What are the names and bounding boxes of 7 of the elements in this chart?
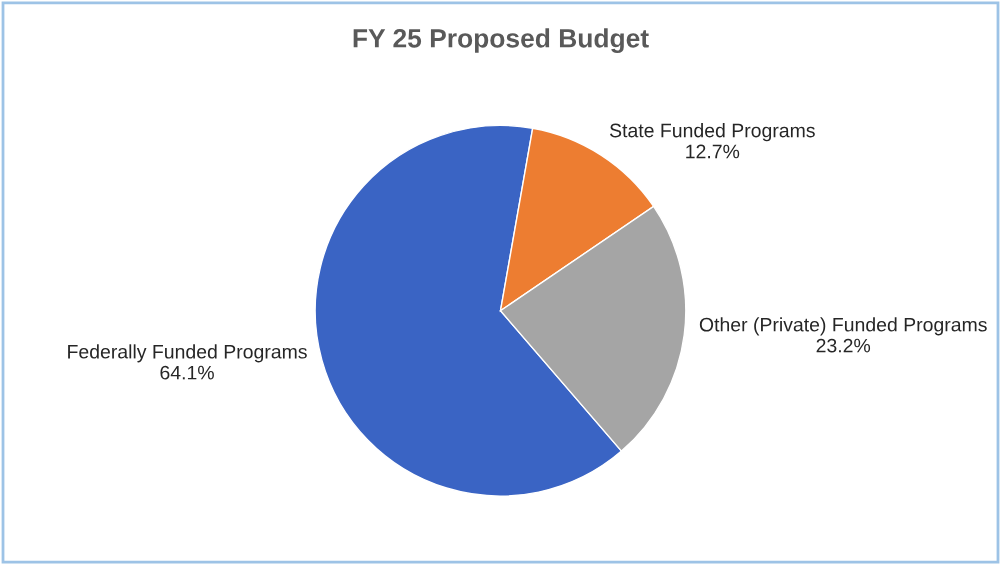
slice-label: Federally Funded Programs: [68, 344, 307, 363]
data-label: 64.1%: [160, 365, 214, 380]
data-label: 23.2%: [816, 338, 871, 353]
data-label: 12.7%: [686, 144, 740, 159]
slice-label: State Funded Programs: [609, 123, 815, 142]
slice-label: Other (Private) Funded Programs: [699, 317, 987, 336]
chart-title: FY 25 Proposed Budget: [353, 28, 649, 53]
